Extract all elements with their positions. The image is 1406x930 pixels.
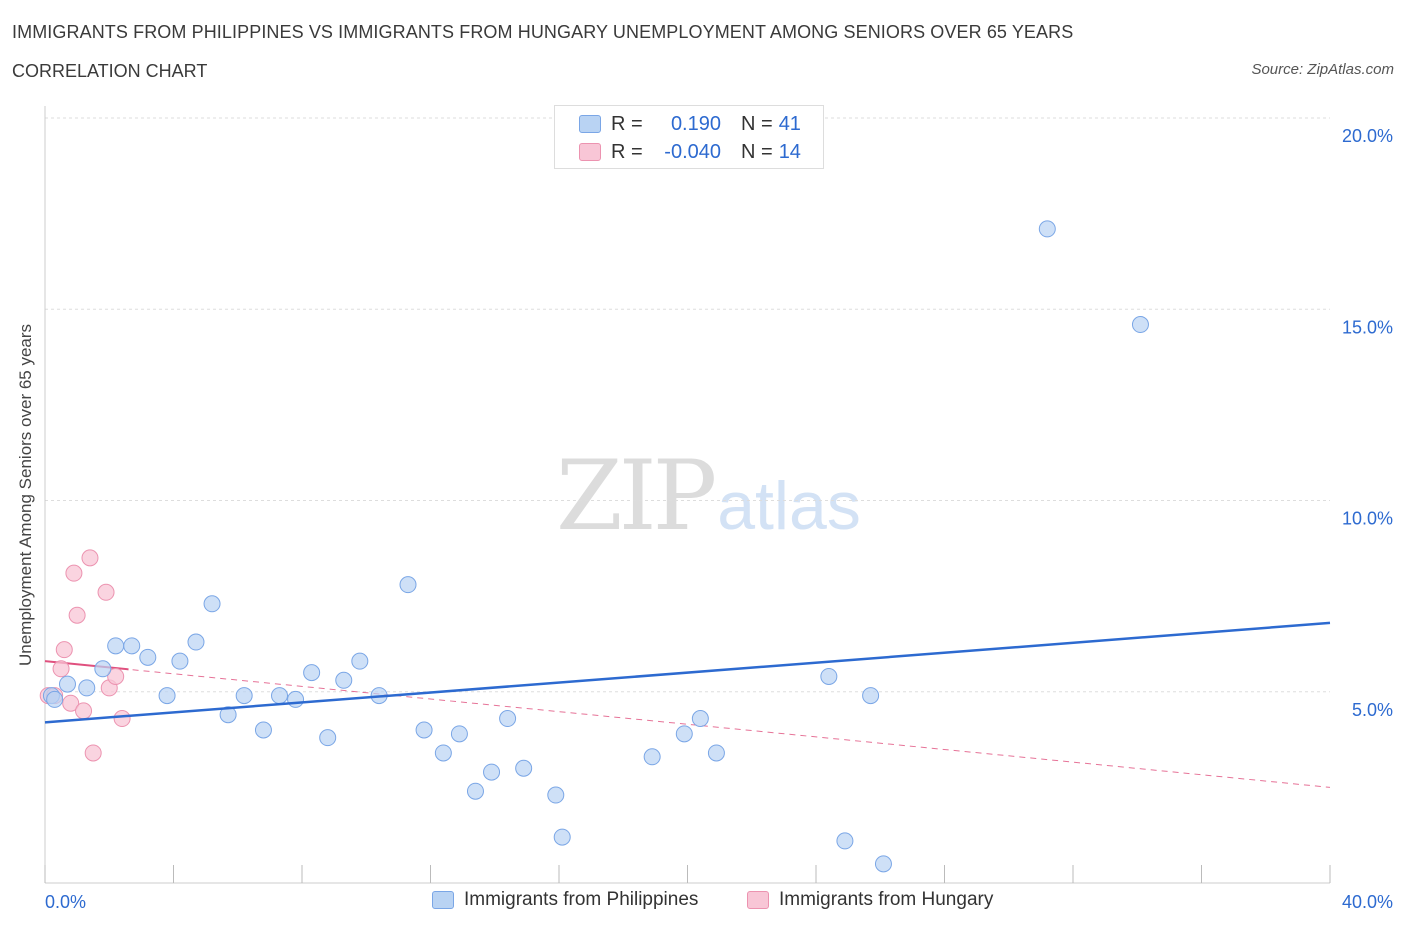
trend-line-philippines — [44, 621, 1331, 724]
y-tick-label: 15.0% — [1342, 317, 1393, 337]
data-point-philippines — [235, 687, 253, 705]
data-point-philippines — [78, 679, 96, 697]
data-point-hungary — [52, 660, 70, 678]
data-point-philippines — [335, 671, 353, 689]
legend-r-value: -0.040 — [664, 140, 721, 163]
y-tick-label: 5.0% — [1352, 700, 1393, 720]
data-point-philippines — [203, 595, 221, 613]
legend-n-value: 41 — [778, 112, 801, 135]
data-point-hungary — [81, 549, 99, 567]
data-point-philippines — [287, 690, 305, 708]
data-point-philippines — [94, 660, 112, 678]
data-point-philippines — [553, 828, 571, 846]
data-point-philippines — [46, 690, 64, 708]
data-point-philippines — [254, 721, 272, 739]
data-point-hungary — [75, 702, 93, 720]
series-legend: Immigrants from Philippines Immigrants f… — [0, 889, 1406, 915]
legend-row-hungary: R = -0.040 N = 14 — [579, 139, 801, 165]
data-point-philippines — [862, 687, 880, 705]
series-swatch-philippines — [432, 891, 454, 909]
y-axis-label: Unemployment Among Seniors over 65 years — [16, 323, 35, 667]
chart-title: IMMIGRANTS FROM PHILIPPINES VS IMMIGRANT… — [12, 22, 1074, 42]
data-point-hungary — [113, 710, 131, 728]
data-point-philippines — [158, 687, 176, 705]
series-legend-hungary: Immigrants from Hungary — [747, 889, 993, 911]
data-point-philippines — [483, 763, 501, 781]
data-point-philippines — [499, 710, 517, 728]
watermark: ZIPatlas — [556, 440, 861, 552]
data-point-philippines — [303, 664, 321, 682]
legend-r-label: R = — [611, 140, 643, 163]
series-legend-label: Immigrants from Philippines — [464, 889, 699, 910]
data-point-philippines — [466, 782, 484, 800]
data-point-philippines — [415, 721, 433, 739]
data-point-hungary — [107, 667, 125, 685]
legend-r-label: R = — [611, 112, 643, 135]
watermark-zip: ZIP — [556, 440, 717, 552]
data-point-hungary — [55, 641, 73, 659]
data-point-hungary — [62, 694, 80, 712]
data-point-hungary — [97, 583, 115, 601]
data-point-philippines — [820, 667, 838, 685]
legend-n-value: 14 — [778, 140, 801, 163]
data-point-philippines — [319, 729, 337, 747]
x-tick-label: 0.0% — [45, 892, 86, 912]
legend-swatch-philippines — [579, 115, 601, 133]
data-point-hungary — [84, 744, 102, 762]
y-tick-label: 20.0% — [1342, 126, 1393, 146]
data-point-philippines — [219, 706, 237, 724]
data-point-philippines — [707, 744, 725, 762]
data-point-philippines — [139, 648, 157, 666]
data-point-philippines — [123, 637, 141, 655]
correlation-legend: R = 0.190 N = 41 R = -0.040 N = 14 — [554, 105, 824, 169]
legend-swatch-hungary — [579, 143, 601, 161]
data-point-philippines — [643, 748, 661, 766]
data-point-philippines — [691, 710, 709, 728]
trend-line-hungary-dashed — [44, 660, 1331, 788]
data-point-philippines — [434, 744, 452, 762]
x-tick-label: 40.0% — [1342, 892, 1393, 912]
series-swatch-hungary — [747, 891, 769, 909]
data-point-philippines — [271, 687, 289, 705]
data-point-philippines — [836, 832, 854, 850]
data-point-philippines — [171, 652, 189, 670]
legend-n-label: N = — [741, 140, 773, 163]
source-label: Source: ZipAtlas.com — [1251, 61, 1394, 78]
data-point-philippines — [675, 725, 693, 743]
legend-n-label: N = — [741, 112, 773, 135]
data-point-philippines — [450, 725, 468, 743]
data-point-philippines — [874, 855, 892, 873]
watermark-atlas: atlas — [717, 468, 861, 544]
data-point-philippines — [1038, 220, 1056, 238]
chart-subtitle: CORRELATION CHART — [12, 61, 208, 81]
legend-row-philippines: R = 0.190 N = 41 — [579, 111, 801, 137]
data-point-hungary — [68, 606, 86, 624]
legend-r-value: 0.190 — [670, 112, 721, 135]
data-point-philippines — [399, 576, 417, 594]
data-point-philippines — [515, 759, 533, 777]
data-point-philippines — [107, 637, 125, 655]
data-point-philippines — [187, 633, 205, 651]
series-legend-label: Immigrants from Hungary — [779, 889, 994, 910]
y-tick-label: 10.0% — [1342, 509, 1393, 529]
data-point-philippines — [58, 675, 76, 693]
data-point-philippines — [351, 652, 369, 670]
data-point-philippines — [1131, 316, 1149, 334]
data-point-philippines — [547, 786, 565, 804]
series-legend-philippines: Immigrants from Philippines — [432, 889, 698, 911]
data-point-hungary — [65, 564, 83, 582]
